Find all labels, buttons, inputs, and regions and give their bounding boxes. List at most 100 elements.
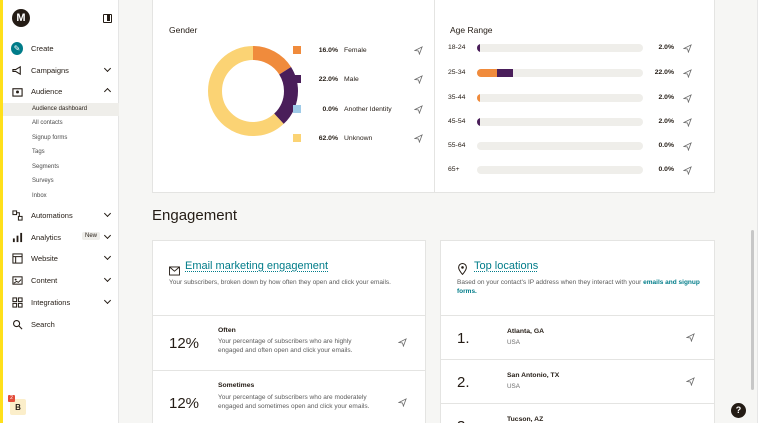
email-engagement-title[interactable]: Email marketing engagement <box>185 260 329 272</box>
scrollbar[interactable] <box>751 230 754 390</box>
email-engagement-card: Email marketing engagement Your subscrib… <box>152 240 426 423</box>
sidebar-item-content[interactable]: Content <box>3 270 119 290</box>
send-icon[interactable] <box>686 333 695 342</box>
sidebar-item-label: Create <box>31 43 54 53</box>
age-pct: 2.0% <box>658 44 675 51</box>
age-pct: 0.0% <box>658 166 675 173</box>
location-city: Tucson, AZ <box>507 416 544 423</box>
legend-label: Another Identity <box>344 105 392 113</box>
mailchimp-logo[interactable]: M <box>12 9 30 27</box>
integrations-icon <box>11 296 23 308</box>
send-icon[interactable] <box>398 398 407 407</box>
location-pin-icon <box>458 262 467 280</box>
age-bar-fill <box>477 118 480 126</box>
legend-pct: 22.0% <box>318 75 338 83</box>
sidebar-item-label: Search <box>31 319 55 329</box>
analytics-icon <box>11 231 23 243</box>
send-icon[interactable] <box>683 142 692 151</box>
age-row: 65+ 0.0% <box>448 164 698 176</box>
sidebar-subitem-audience-dashboard[interactable]: Audience dashboard <box>3 103 119 116</box>
pencil-icon: ✎ <box>11 41 23 55</box>
help-button[interactable]: ? <box>731 403 746 418</box>
top-locations-desc-text: Based on your contact's IP address when … <box>457 279 642 286</box>
sidebar-subitem-signup-forms[interactable]: Signup forms <box>32 135 68 141</box>
audience-icon <box>11 85 23 97</box>
sidebar-item-search[interactable]: Search <box>3 314 119 334</box>
send-icon[interactable] <box>414 133 423 143</box>
legend-swatch <box>293 134 301 142</box>
age-row: 35-44 2.0% <box>448 92 698 104</box>
legend-label: Unknown <box>344 134 373 142</box>
age-row: 45-54 2.0% <box>448 116 698 128</box>
sidebar-item-audience[interactable]: Audience <box>3 81 119 101</box>
age-bar-fill <box>477 44 480 52</box>
send-icon[interactable] <box>683 166 692 175</box>
sidebar-item-analytics[interactable]: Analytics New <box>3 227 119 247</box>
gender-donut-chart <box>208 46 298 136</box>
notification-badge[interactable]: 2 <box>8 395 15 402</box>
age-row: 55-64 0.0% <box>448 140 698 152</box>
often-desc: Your percentage of subscribers who are h… <box>218 338 353 354</box>
age-bar-track <box>477 94 643 102</box>
collapse-sidebar-icon[interactable] <box>103 14 112 23</box>
sidebar-item-label: Automations <box>31 210 73 220</box>
sidebar-item-label: Analytics <box>31 232 62 242</box>
search-icon <box>11 318 23 330</box>
sidebar-item-campaigns[interactable]: Campaigns <box>3 60 119 80</box>
sidebar-subitem-segments[interactable]: Segments <box>32 164 60 170</box>
location-city: Atlanta, GA <box>507 328 545 335</box>
send-icon[interactable] <box>398 338 407 347</box>
location-country: USA <box>507 383 520 390</box>
automations-icon <box>11 209 23 221</box>
age-pct: 0.0% <box>658 142 675 149</box>
age-label: 18-24 <box>448 44 466 51</box>
send-icon[interactable] <box>683 94 692 103</box>
sidebar-item-integrations[interactable]: Integrations <box>3 292 119 312</box>
send-icon[interactable] <box>414 74 423 84</box>
chevron-down-icon <box>103 296 112 305</box>
age-bar-fill <box>477 94 480 102</box>
send-icon[interactable] <box>683 69 692 78</box>
sidebar-item-label: Audience <box>31 86 63 96</box>
top-locations-card: Top locations Based on your contact's IP… <box>440 240 715 423</box>
location-city: San Antonio, TX <box>507 372 560 379</box>
sidebar-item-website[interactable]: Website <box>3 248 119 268</box>
gender-title: Gender <box>169 25 198 35</box>
divider <box>153 370 425 371</box>
divider <box>441 403 714 404</box>
website-icon <box>11 252 23 264</box>
send-icon[interactable] <box>414 45 423 55</box>
avatar[interactable]: B <box>10 399 26 415</box>
chevron-up-icon <box>103 87 112 96</box>
top-locations-title[interactable]: Top locations <box>474 260 539 272</box>
sidebar-item-create[interactable]: ✎ Create <box>3 38 119 58</box>
age-bar-fill <box>477 69 497 77</box>
sidebar-subitem-inbox[interactable]: Inbox <box>32 193 47 199</box>
mail-icon <box>169 263 180 281</box>
sidebar-subitem-surveys[interactable]: Surveys <box>32 178 54 184</box>
chevron-down-icon <box>103 231 112 240</box>
chevron-down-icon <box>103 252 112 261</box>
age-row: 18-24 2.0% <box>448 42 698 54</box>
megaphone-icon <box>11 64 23 76</box>
age-bar-track <box>477 44 643 52</box>
location-rank: 1. <box>457 330 470 347</box>
age-label: 45-54 <box>448 118 466 125</box>
sidebar-item-automations[interactable]: Automations <box>3 205 119 225</box>
main-content: Gender 16.0% Female 22.0% Male 0.0% Anot… <box>120 0 757 423</box>
chevron-down-icon <box>103 209 112 218</box>
sidebar-item-label: Content <box>31 275 58 285</box>
emails-signup-forms-link[interactable]: emails and signup forms. <box>457 279 700 295</box>
sidebar: M ✎ Create Campaigns Audience Audience d… <box>3 0 119 423</box>
send-icon[interactable] <box>686 377 695 386</box>
sidebar-item-label: Website <box>31 253 58 263</box>
send-icon[interactable] <box>414 104 423 114</box>
send-icon[interactable] <box>683 118 692 127</box>
page-scroll-track <box>757 0 772 423</box>
sometimes-pct: 12% <box>169 395 200 412</box>
sidebar-subitem-tags[interactable]: Tags <box>32 149 45 155</box>
legend-row-another-identity: 0.0% Another Identity <box>293 103 423 115</box>
send-icon[interactable] <box>683 44 692 53</box>
sidebar-subitem-all-contacts[interactable]: All contacts <box>32 120 63 126</box>
demographics-card: Gender 16.0% Female 22.0% Male 0.0% Anot… <box>152 0 715 193</box>
